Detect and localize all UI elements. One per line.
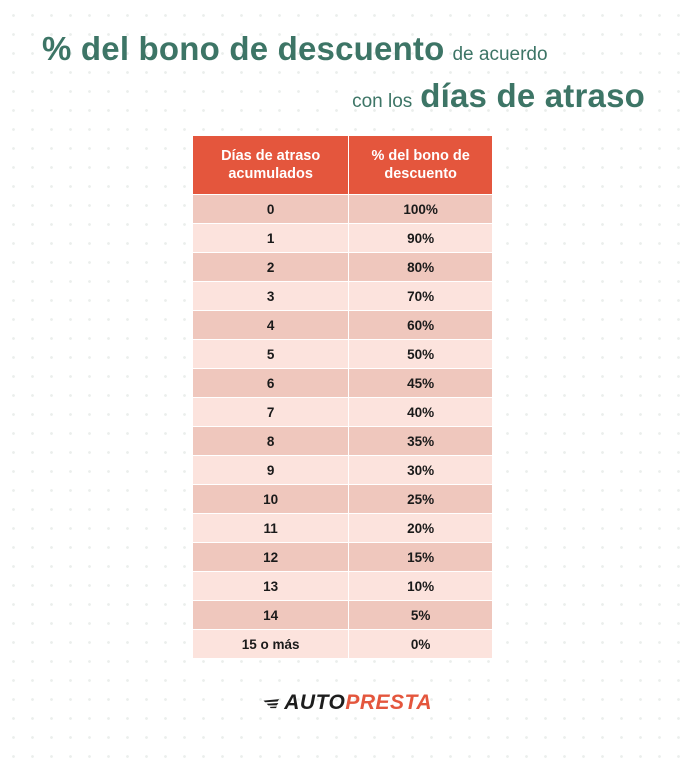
- cell-days-late: 7: [193, 397, 350, 427]
- cell-discount-percent: 60%: [348, 310, 492, 340]
- cell-discount-percent: 5%: [348, 600, 492, 630]
- cell-days-late: 4: [193, 310, 350, 340]
- table-row: 8 35%: [193, 426, 492, 456]
- table-header-row: Días de atraso acumulados % del bono de …: [193, 136, 492, 195]
- cell-discount-percent: 45%: [348, 368, 492, 398]
- page-title-line-2: con los días de atraso: [0, 77, 645, 115]
- table-row: 3 70%: [193, 281, 492, 311]
- cell-discount-percent: 15%: [348, 542, 492, 572]
- cell-discount-percent: 0%: [348, 629, 492, 658]
- table-row: 6 45%: [193, 368, 492, 398]
- cell-days-late: 11: [193, 513, 350, 543]
- table-body: 0 100% 1 90% 2 80% 3 70% 4 60% 5 50% 6 45% 7 40% 8 35% 9 30…: [193, 194, 492, 658]
- cell-discount-percent: 25%: [348, 484, 492, 514]
- logo-text-auto: AUTO: [284, 691, 346, 714]
- table-row: 12 15%: [193, 542, 492, 572]
- table-row: 11 20%: [193, 513, 492, 543]
- cell-days-late: 13: [193, 571, 350, 601]
- discount-table: Días de atraso acumulados % del bono de …: [193, 136, 492, 658]
- cell-days-late: 1: [193, 223, 350, 253]
- cell-discount-percent: 35%: [348, 426, 492, 456]
- table-row: 1 90%: [193, 223, 492, 253]
- cell-days-late: 3: [193, 281, 350, 311]
- title-regular-part-1: de acuerdo: [452, 44, 548, 65]
- cell-days-late: 0: [193, 194, 350, 224]
- cell-discount-percent: 70%: [348, 281, 492, 311]
- table-row: 13 10%: [193, 571, 492, 601]
- cell-days-late: 8: [193, 426, 350, 456]
- table-row: 14 5%: [193, 600, 492, 630]
- title-regular-part-2: con los: [352, 91, 413, 112]
- title-bold-part-1: % del bono de descuento: [42, 30, 445, 67]
- cell-discount-percent: 20%: [348, 513, 492, 543]
- table-row: 2 80%: [193, 252, 492, 282]
- title-bold-part-2: días de atraso: [420, 77, 645, 114]
- cell-discount-percent: 10%: [348, 571, 492, 601]
- table-row: 0 100%: [193, 194, 492, 224]
- table-row: 9 30%: [193, 455, 492, 485]
- logo-text-presta: PRESTA: [345, 691, 432, 714]
- cell-discount-percent: 50%: [348, 339, 492, 369]
- cell-discount-percent: 30%: [348, 455, 492, 485]
- table-row: 15 o más 0%: [193, 629, 492, 658]
- table-row: 5 50%: [193, 339, 492, 369]
- cell-discount-percent: 40%: [348, 397, 492, 427]
- header-days-late: Días de atraso acumulados: [193, 136, 350, 195]
- table-row: 4 60%: [193, 310, 492, 340]
- table-row: 7 40%: [193, 397, 492, 427]
- cell-days-late: 10: [193, 484, 350, 514]
- cell-days-late: 15 o más: [193, 629, 350, 658]
- speed-lines-icon: [263, 699, 280, 709]
- autopresta-logo: AUTOPRESTA: [262, 690, 432, 716]
- cell-days-late: 2: [193, 252, 350, 282]
- cell-discount-percent: 90%: [348, 223, 492, 253]
- cell-days-late: 9: [193, 455, 350, 485]
- cell-days-late: 14: [193, 600, 350, 630]
- cell-discount-percent: 100%: [348, 194, 492, 224]
- cell-days-late: 12: [193, 542, 350, 572]
- page-title-line-1: % del bono de descuento de acuerdo: [42, 30, 685, 68]
- cell-days-late: 6: [193, 368, 350, 398]
- header-discount-percent: % del bono de descuento: [348, 136, 492, 195]
- table-row: 10 25%: [193, 484, 492, 514]
- cell-days-late: 5: [193, 339, 350, 369]
- cell-discount-percent: 80%: [348, 252, 492, 282]
